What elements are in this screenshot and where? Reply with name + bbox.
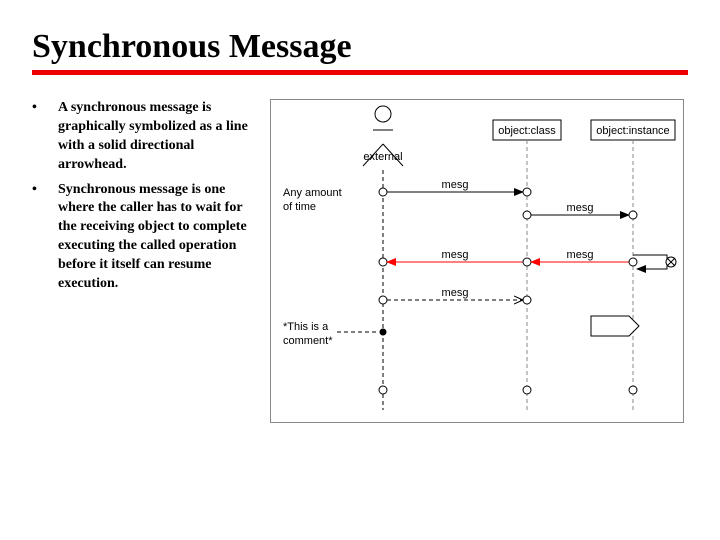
event-dot	[523, 386, 531, 394]
mesg-label: mesg	[442, 287, 469, 299]
bullet-list: • A synchronous message is graphically s…	[32, 99, 262, 428]
external-label: external	[363, 151, 402, 163]
any-amount-label-1: Any amount	[283, 187, 342, 199]
diagram-container: object:class object:instance external An…	[270, 99, 688, 428]
event-dot	[379, 188, 387, 196]
event-dot	[523, 258, 531, 266]
red-divider	[32, 70, 688, 75]
mesg-label: mesg	[567, 202, 594, 214]
bullet-text: Synchronous message is one where the cal…	[58, 181, 262, 294]
event-dot-filled	[380, 329, 386, 335]
event-dot	[379, 296, 387, 304]
bullet-dot: •	[32, 99, 58, 175]
comment-label-1: *This is a	[283, 321, 329, 333]
actor-head-icon	[375, 106, 391, 122]
object-class-label: object:class	[498, 125, 556, 137]
bullet-item: • Synchronous message is one where the c…	[32, 181, 262, 294]
sequence-diagram: object:class object:instance external An…	[270, 99, 684, 423]
x-marker-icon	[666, 257, 676, 267]
event-dot	[379, 258, 387, 266]
bullet-dot: •	[32, 181, 58, 294]
mesg-label: mesg	[567, 249, 594, 261]
mesg-label: mesg	[442, 179, 469, 191]
event-dot	[523, 296, 531, 304]
event-dot	[379, 386, 387, 394]
object-instance-label: object:instance	[596, 125, 669, 137]
self-loop	[633, 255, 667, 269]
bullet-text: A synchronous message is graphically sym…	[58, 99, 262, 175]
event-dot	[629, 258, 637, 266]
note-icon	[591, 316, 639, 336]
bullet-item: • A synchronous message is graphically s…	[32, 99, 262, 175]
any-amount-label-2: of time	[283, 201, 316, 213]
comment-label-2: comment*	[283, 335, 333, 347]
event-dot	[523, 211, 531, 219]
mesg-label: mesg	[442, 249, 469, 261]
event-dot	[629, 386, 637, 394]
slide-title: Synchronous Message	[32, 28, 688, 66]
event-dot	[629, 211, 637, 219]
event-dot	[523, 188, 531, 196]
